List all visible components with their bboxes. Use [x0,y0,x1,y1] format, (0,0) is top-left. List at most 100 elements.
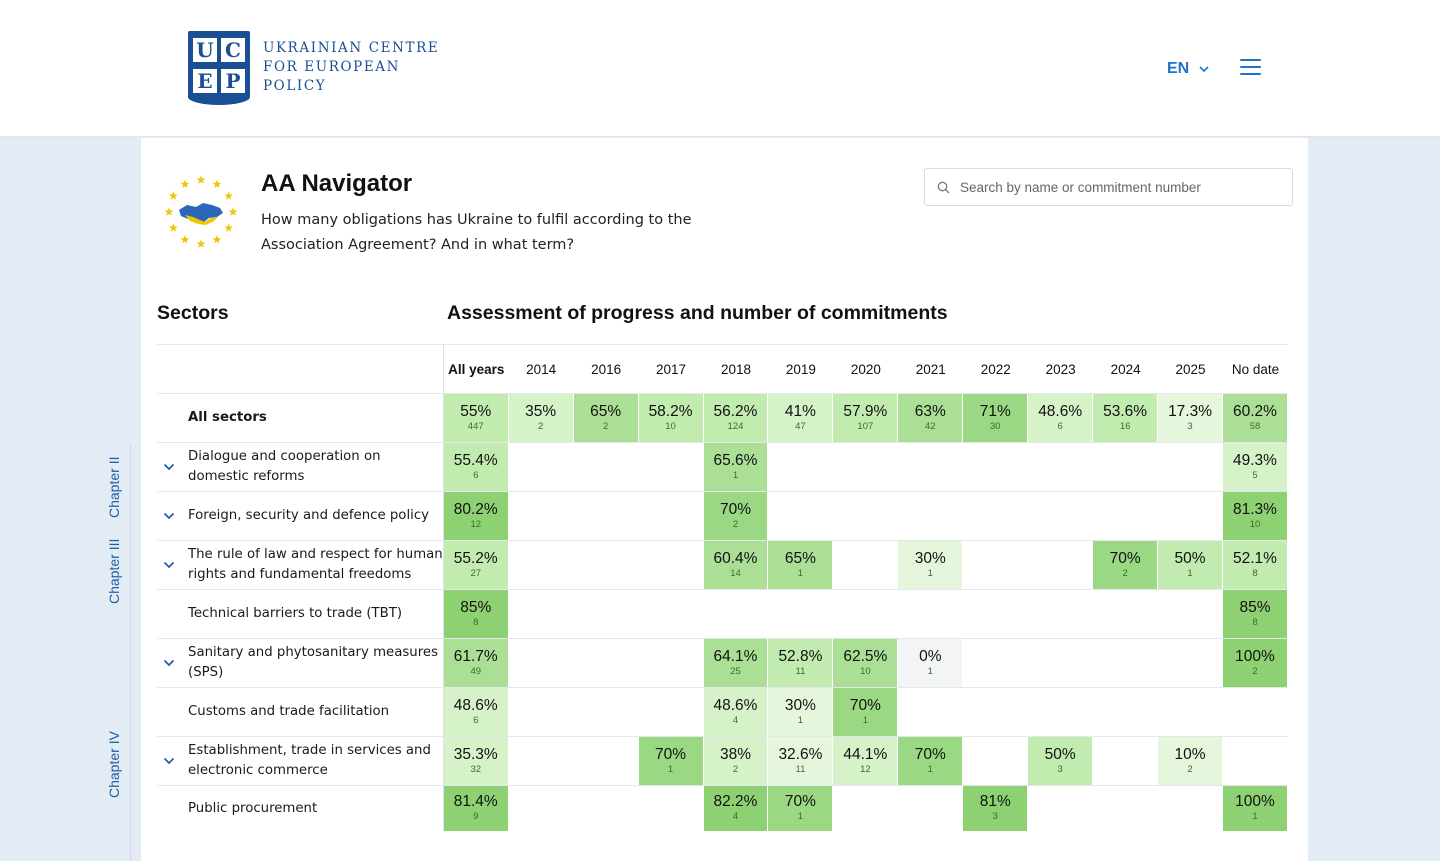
progress-cell[interactable]: 58.2% 10 [638,394,704,442]
chevron-down-icon[interactable] [163,755,175,767]
progress-cell[interactable]: 30% 1 [898,541,964,589]
logo-line: POLICY [263,78,327,94]
commitment-count: 10 [1249,518,1261,530]
progress-cell[interactable]: 65% 2 [573,394,639,442]
language-selector[interactable]: EN [1167,60,1209,78]
progress-cell[interactable]: 100% 1 [1223,786,1288,831]
sector-name[interactable]: All sectors [157,394,443,442]
table-row[interactable]: Foreign, security and defence policy 80.2… [157,492,1288,541]
year-column-header[interactable]: 2016 [591,361,622,377]
page-subtitle: How many obligations has Ukraine to fulf… [261,212,692,253]
progress-cell[interactable]: 81.4% 9 [443,786,509,831]
ucep-logo[interactable]: U C E P UKRAINIAN CENTRE FOR EUROPEAN PO… [188,31,439,105]
sector-name[interactable]: Establishment, trade in services and ele… [157,737,443,785]
year-column-header[interactable]: 2021 [915,361,946,377]
search-input[interactable] [960,179,1280,195]
search-box[interactable] [924,168,1293,206]
progress-cell[interactable]: 70% 1 [768,786,834,831]
sector-name[interactable]: Customs and trade facilitation [157,688,443,736]
menu-icon[interactable] [1240,59,1261,75]
year-column-header[interactable]: 2023 [1045,361,1076,377]
progress-cell[interactable]: 65% 1 [768,541,834,589]
progress-cell[interactable]: 52.8% 11 [768,639,834,687]
table-row[interactable]: Sanitary and phytosanitary measures (SPS… [157,639,1288,688]
progress-cell[interactable]: 80.2% 12 [443,492,509,540]
progress-cell[interactable]: 64.1% 25 [703,639,769,687]
progress-cell[interactable]: 55.4% 6 [443,443,509,491]
sector-name[interactable]: Foreign, security and defence policy [157,492,443,540]
progress-cell [574,541,639,589]
star-icon [224,191,234,200]
progress-cell[interactable]: 38% 2 [703,737,769,785]
progress-cell[interactable]: 60.2% 58 [1223,394,1288,442]
year-column-header[interactable]: 2019 [785,361,816,377]
year-column-header[interactable]: No date [1231,361,1280,377]
sector-name[interactable]: Dialogue and cooperation on domestic ref… [157,443,443,491]
progress-cell[interactable]: 60.4% 14 [703,541,769,589]
progress-cell[interactable]: 10% 2 [1158,737,1224,785]
year-column-header[interactable]: 2017 [656,361,687,377]
year-column-header[interactable]: All years [448,361,505,377]
table-row[interactable]: Dialogue and cooperation on domestic ref… [157,443,1288,492]
sector-name[interactable]: The rule of law and respect for human ri… [157,541,443,589]
progress-cell[interactable]: 70% 1 [898,737,964,785]
progress-cell[interactable]: 82.2% 4 [703,786,769,831]
progress-cell[interactable]: 30% 1 [768,688,834,736]
progress-cell[interactable]: 100% 2 [1223,639,1288,687]
progress-cell[interactable]: 44.1% 12 [833,737,899,785]
sector-name[interactable]: Sanitary and phytosanitary measures (SPS… [157,639,443,687]
year-column-header[interactable]: 2024 [1110,361,1141,377]
commitment-count: 11 [795,763,806,775]
year-column-header[interactable]: 2018 [720,361,751,377]
progress-cell[interactable]: 48.6% 6 [1028,394,1094,442]
year-column-header[interactable]: 2022 [980,361,1011,377]
progress-cell[interactable]: 70% 2 [1093,541,1159,589]
progress-cell[interactable]: 32.6% 11 [768,737,834,785]
chevron-down-icon[interactable] [163,657,175,669]
progress-cell[interactable]: 35% 2 [508,394,574,442]
star-icon [196,239,206,248]
progress-cell[interactable]: 55% 447 [443,394,509,442]
year-column-header[interactable]: 2020 [850,361,881,377]
progress-cell[interactable]: 63% 42 [898,394,964,442]
progress-cell[interactable]: 70% 1 [638,737,704,785]
progress-cell[interactable]: 81% 3 [963,786,1029,831]
chevron-down-icon[interactable] [163,559,175,571]
table-row[interactable]: Establishment, trade in services and ele… [157,737,1288,786]
progress-cell[interactable]: 49.3% 5 [1223,443,1288,491]
commitment-count: 42 [925,420,936,432]
progress-cell[interactable]: 55.2% 27 [443,541,509,589]
progress-cell[interactable]: 48.6% 6 [443,688,509,736]
sector-name[interactable]: Public procurement [157,786,443,831]
progress-cell[interactable]: 48.6% 4 [703,688,769,736]
progress-cell[interactable]: 62.5% 10 [833,639,899,687]
progress-cell[interactable]: 70% 1 [833,688,899,736]
progress-cell[interactable]: 81.3% 10 [1223,492,1288,540]
progress-cell[interactable]: 57.9% 107 [833,394,899,442]
chevron-down-icon[interactable] [163,461,175,473]
progress-cell[interactable]: 65.6% 1 [703,443,769,491]
year-column-header[interactable]: 2025 [1175,361,1206,377]
progress-cell [833,541,899,589]
progress-cell[interactable]: 0% 1 [898,639,964,687]
chevron-down-icon[interactable] [163,510,175,522]
progress-cell[interactable]: 85% 8 [1223,590,1288,638]
commitment-count: 4 [732,714,739,726]
progress-cell[interactable]: 50% 1 [1158,541,1224,589]
progress-cell[interactable]: 71% 30 [963,394,1029,442]
progress-cell[interactable]: 53.6% 16 [1093,394,1159,442]
year-column-header[interactable]: 2014 [526,361,557,377]
table-row[interactable]: The rule of law and respect for human ri… [157,541,1288,590]
progress-cell[interactable]: 17.3% 3 [1158,394,1224,442]
commitment-count: 1 [797,714,804,726]
sector-name[interactable]: Technical barriers to trade (TBT) [157,590,443,638]
progress-cell[interactable]: 50% 3 [1028,737,1094,785]
progress-cell[interactable]: 61.7% 49 [443,639,509,687]
progress-cell[interactable]: 85% 8 [443,590,509,638]
progress-cell[interactable]: 41% 47 [768,394,834,442]
progress-cell[interactable]: 56.2% 124 [703,394,769,442]
progress-cell[interactable]: 52.1% 8 [1223,541,1288,589]
progress-cell[interactable]: 35.3% 32 [443,737,509,785]
progress-cell[interactable]: 70% 2 [703,492,769,540]
progress-percent: 41% [784,402,816,420]
